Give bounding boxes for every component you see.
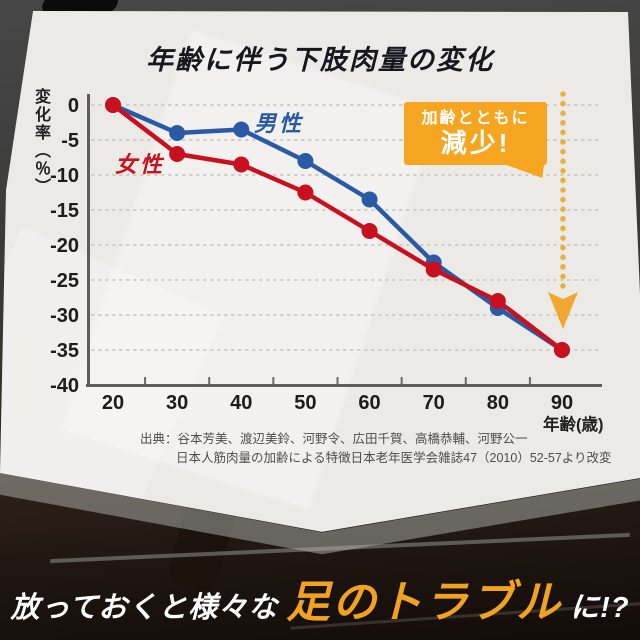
x-tick-label: 20 <box>102 392 124 414</box>
female-series-label: 女性 <box>115 152 166 177</box>
x-tick-label: 50 <box>294 392 316 414</box>
x-axis-label: 年齢(歳) <box>543 416 604 434</box>
y-axis-label: 変化率（％） <box>32 88 49 196</box>
footer-text-pre: 放っておくと様々な <box>10 592 279 624</box>
y-tick-label: 0 <box>68 95 79 117</box>
callout-text-line1: 加齢とともに <box>421 110 530 127</box>
female-data-point <box>425 261 442 278</box>
male-data-point <box>233 121 250 138</box>
chart-title: 年齢に伴う下肢肉量の変化 <box>146 45 494 75</box>
y-tick-label: -35 <box>50 340 79 362</box>
footer-text-post: に!? <box>570 592 630 624</box>
female-data-point <box>105 97 121 113</box>
y-tick-label: -10 <box>50 165 79 187</box>
x-tick-label: 90 <box>551 392 573 414</box>
footer-headline: 放っておくと様々な 足のトラブル に!? <box>0 566 640 630</box>
female-series-line <box>110 102 565 353</box>
y-tick-label: -40 <box>50 375 79 397</box>
female-data-point <box>297 184 314 201</box>
y-tick-label: -15 <box>50 200 79 222</box>
source-line-2: 日本人筋肉量の加齢による特徴日本老年医学会雑誌47（2010）52-57より改変 <box>176 451 612 465</box>
decrease-callout-bubble: 加齢とともに 減少! <box>404 102 547 178</box>
male-data-point <box>361 191 378 208</box>
x-tick-label: 80 <box>487 392 509 414</box>
x-tick-label: 60 <box>358 392 380 414</box>
y-tick-label: -5 <box>61 130 79 152</box>
female-data-point <box>169 146 186 162</box>
male-series-label: 男性 <box>254 111 305 136</box>
footer-text-highlight: 足のトラブル <box>286 578 563 627</box>
female-data-point <box>233 156 250 173</box>
decrease-arrow-head <box>547 292 578 329</box>
male-data-point <box>169 125 186 141</box>
female-data-point <box>361 223 378 239</box>
x-tick-label: 30 <box>166 392 188 414</box>
female-data-point <box>489 293 506 309</box>
female-data-point <box>553 342 570 358</box>
callout-text-line2: 減少! <box>440 128 511 158</box>
x-tick-label: 70 <box>423 392 445 414</box>
y-tick-label: -20 <box>50 235 79 257</box>
y-tick-label: -30 <box>50 305 79 327</box>
source-citation: 出典：谷本芳美、渡辺美鈴、河野令、広田千賀、高橋恭輔、河野公一 日本人筋肉量の加… <box>0 430 640 468</box>
y-tick-label: -25 <box>50 270 79 292</box>
male-data-point <box>297 153 314 169</box>
x-tick-label: 40 <box>230 392 252 414</box>
source-line-1: 出典：谷本芳美、渡辺美鈴、河野令、広田千賀、高橋恭輔、河野公一 <box>140 432 528 446</box>
male-series-line <box>110 102 565 353</box>
